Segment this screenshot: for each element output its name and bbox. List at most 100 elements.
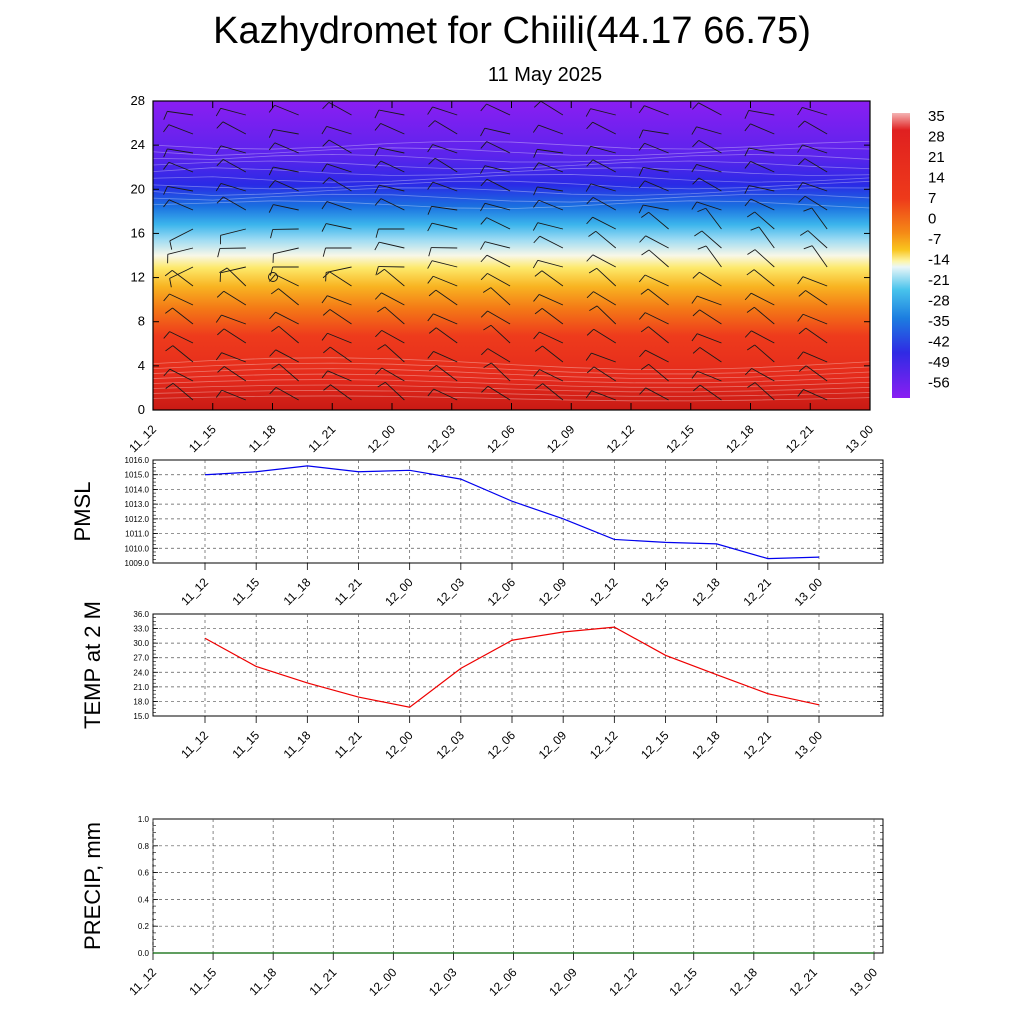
x-tick-label: 11_15 xyxy=(186,422,219,455)
x-tick-label: 12_18 xyxy=(689,728,723,762)
wind-barb-flag xyxy=(585,390,592,399)
wind-barb-flag xyxy=(638,274,646,283)
wind-barb xyxy=(538,294,564,306)
wind-barb xyxy=(168,124,194,135)
y-tick-label: 0.0 xyxy=(138,949,150,958)
wind-barb-flag xyxy=(747,382,756,388)
wind-barb-flag xyxy=(533,199,540,208)
wind-barb xyxy=(591,352,616,363)
wind-barb xyxy=(537,148,563,154)
plot-frame xyxy=(152,613,884,717)
colorbar-label: -28 xyxy=(928,293,950,310)
wind-barb-flag xyxy=(533,235,541,244)
wind-barb-flag xyxy=(163,111,168,120)
wind-barb xyxy=(807,230,828,249)
wind-barb xyxy=(697,333,722,344)
wind-barb xyxy=(223,290,247,306)
wind-barb xyxy=(645,349,669,363)
x-tick-label: 12_03 xyxy=(426,965,460,999)
wind-barb-flag xyxy=(480,203,486,212)
wind-barb-flag xyxy=(270,229,274,239)
contour-line xyxy=(152,384,871,393)
x-tick-label: 11_18 xyxy=(281,575,314,608)
wind-barb xyxy=(644,274,669,287)
wind-barb xyxy=(329,346,352,363)
wind-barb-flag xyxy=(803,245,813,250)
y-tick-label: 33.0 xyxy=(133,625,149,634)
wind-barb-flag xyxy=(480,217,488,225)
wind-barb xyxy=(273,204,299,211)
x-tick-label: 12_09 xyxy=(546,965,580,999)
wind-barb xyxy=(433,388,458,401)
wind-barb xyxy=(274,180,299,192)
wind-barb-flag xyxy=(427,313,434,322)
wind-barb-flag xyxy=(216,196,224,204)
wind-barb xyxy=(223,328,247,344)
x-tick-label: 11_15 xyxy=(186,965,219,998)
wind-barb xyxy=(804,120,828,135)
wind-barb xyxy=(172,382,194,401)
wind-barb-flag xyxy=(639,387,646,395)
wind-barb xyxy=(486,254,511,268)
wind-barb-flag xyxy=(639,235,646,243)
wind-barb xyxy=(167,148,194,154)
wind-barb-flag xyxy=(374,123,381,131)
wind-barb xyxy=(701,230,722,249)
x-tick-label: 11_18 xyxy=(246,422,279,455)
contour-line xyxy=(152,180,871,190)
wind-barb-flag xyxy=(481,385,489,393)
wind-barb xyxy=(491,362,511,382)
wind-barb xyxy=(221,314,247,325)
wind-barb xyxy=(435,289,458,306)
wind-barb-flag xyxy=(750,226,760,231)
wind-barb-flag xyxy=(533,294,540,302)
wind-barb xyxy=(591,390,616,401)
wind-barb xyxy=(754,382,775,401)
colorbar-fill xyxy=(892,113,910,398)
wind-barb xyxy=(699,309,722,325)
wind-barb-flag xyxy=(323,346,331,354)
wind-barb xyxy=(327,295,352,306)
wind-barb-flag xyxy=(321,126,328,135)
wind-barb-flag xyxy=(427,388,435,397)
colorbar-label: 35 xyxy=(928,108,945,125)
wind-barb xyxy=(805,365,828,382)
wind-barb xyxy=(648,211,669,230)
wind-barb-flag xyxy=(427,222,433,232)
y-tick-label: 1011.0 xyxy=(125,530,149,539)
wind-barb xyxy=(538,199,564,211)
wind-barb xyxy=(220,182,246,192)
wind-barb-flag xyxy=(215,108,222,117)
wind-barb xyxy=(542,345,564,363)
wind-barb xyxy=(648,363,669,382)
wind-barb-flag xyxy=(269,311,276,320)
wind-barb-flag xyxy=(427,351,434,359)
wind-barb xyxy=(436,364,458,382)
wind-barb-flag xyxy=(322,177,330,185)
wind-barb-flag xyxy=(746,344,755,351)
colorbar-label: -14 xyxy=(928,252,950,269)
wind-barb xyxy=(384,268,405,287)
wind-barb xyxy=(811,245,828,268)
wind-barb-flag xyxy=(691,164,697,173)
wind-barb xyxy=(751,368,775,382)
wind-barb-flag xyxy=(638,167,644,176)
wind-barb xyxy=(592,159,616,173)
wind-barb xyxy=(705,245,722,268)
wind-barb-flag xyxy=(163,148,168,158)
wind-barb-flag xyxy=(692,271,700,279)
wind-barb xyxy=(592,254,616,268)
wind-barb-flag xyxy=(169,278,172,288)
wind-barb xyxy=(595,230,617,249)
wind-barb-flag xyxy=(797,144,803,153)
x-tick-label: 12_06 xyxy=(484,422,518,456)
wind-barb-flag xyxy=(797,351,804,360)
series-line xyxy=(204,626,820,708)
wind-barb xyxy=(435,327,458,344)
wind-barb xyxy=(593,291,617,306)
wind-barb xyxy=(593,328,617,344)
heatmap-panel: 0 4 8 12 16 20 24 28 11_12 11_15 11_18 11_21 12_00 12… xyxy=(126,93,876,456)
wind-barb xyxy=(433,313,458,325)
x-tick-label: 12_15 xyxy=(638,575,672,609)
